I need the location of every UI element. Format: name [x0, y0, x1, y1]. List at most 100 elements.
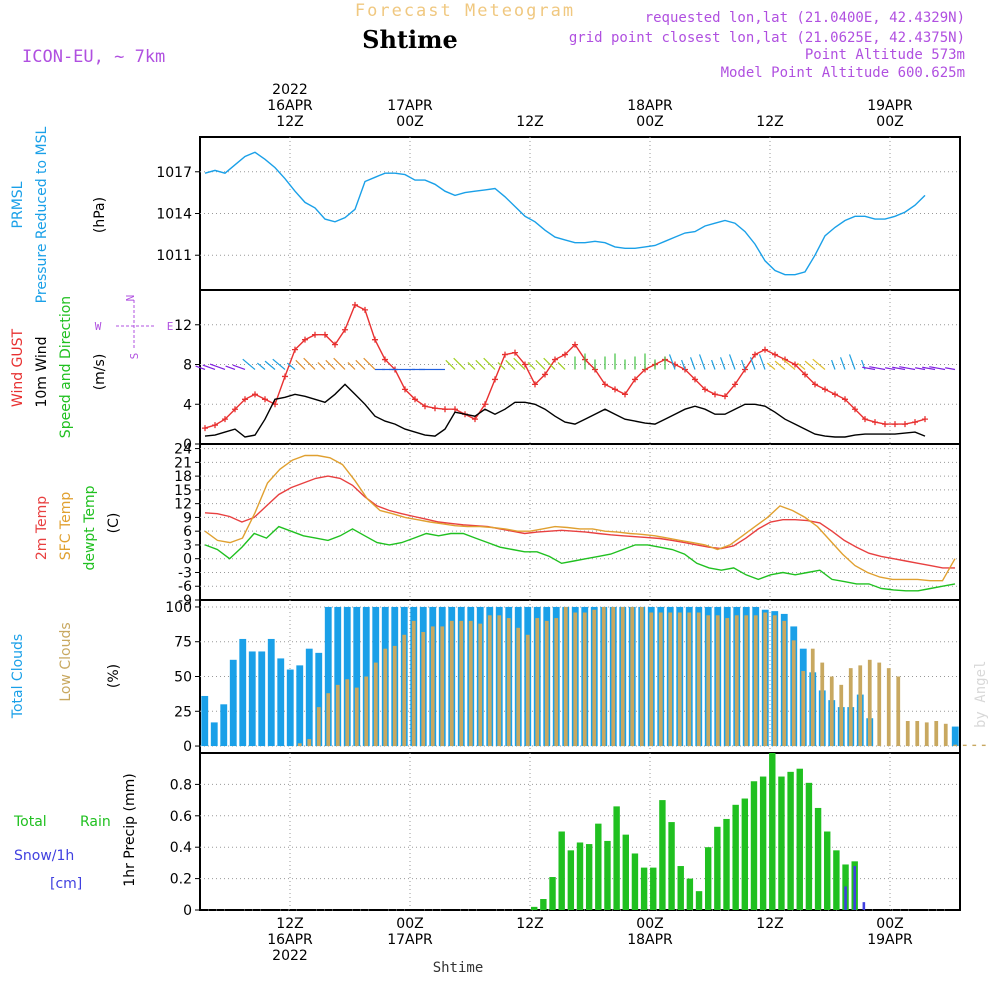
requested-coords: requested lon,lat (21.0400E, 42.4329N): [645, 10, 965, 26]
low-clouds-bar: [753, 615, 758, 747]
wind-direction-arrow: [543, 357, 556, 370]
y-tick-label: 25: [174, 704, 192, 720]
rain-bar: [686, 878, 694, 910]
wind-direction-arrow: [929, 366, 946, 371]
gust-marker: [532, 381, 538, 388]
gust-marker: [512, 349, 518, 356]
top-time-label: 12Z: [756, 114, 783, 130]
gust-marker: [862, 416, 868, 423]
gust-marker: [362, 306, 368, 313]
total-clouds-bar: [229, 659, 237, 747]
rain-bar: [723, 818, 730, 910]
wind-direction-arrow: [782, 358, 796, 370]
precip-total-label: Total: [13, 814, 47, 830]
wind-direction-arrow: [232, 364, 246, 371]
pressure-label-desc: Pressure Reduced to MSL: [34, 126, 50, 303]
y-tick-label: 12: [174, 497, 192, 513]
gust-marker: [382, 356, 388, 363]
rain-bar: [759, 776, 767, 910]
bottom-time-label: 12Z: [516, 916, 543, 932]
low-clouds-bar: [345, 679, 350, 747]
wind-direction-arrow: [749, 357, 756, 370]
gust-marker: [902, 421, 908, 428]
y-tick-label: 8: [183, 358, 192, 374]
gust-marker: [252, 391, 258, 398]
wind-direction-arrow: [535, 359, 546, 370]
gust-marker: [342, 326, 348, 333]
precip-panel: 0 0.2 0.4 0.6 0.8: [170, 752, 961, 919]
low-clouds-bar: [924, 722, 929, 747]
gust-marker: [572, 341, 578, 348]
temp-2m-label: 2m Temp: [34, 496, 50, 560]
bottom-time-label: 00Z: [636, 916, 663, 932]
rain-bar: [531, 906, 538, 910]
wind-direction-arrow: [363, 357, 376, 370]
wind-direction-arrow: [741, 359, 746, 370]
wind-direction-arrow: [325, 359, 336, 370]
clouds-panel: 0 25 50 75 100: [165, 599, 986, 755]
rain-bar: [787, 771, 794, 910]
wind-direction-arrow: [758, 354, 766, 370]
gust-marker: [522, 361, 528, 368]
page-title: Shtime: [362, 25, 458, 54]
bottom-time-label: 00Z: [396, 916, 423, 932]
gust-marker: [772, 351, 778, 358]
credit-label: by Angel: [973, 661, 989, 728]
wind-direction-arrow: [242, 358, 256, 370]
low-clouds-bar: [516, 627, 521, 747]
rain-bar: [558, 831, 565, 910]
temp-unit: (C): [106, 513, 122, 534]
precip-snow-label: Snow/1h: [14, 848, 74, 864]
low-clouds-bar: [506, 618, 511, 747]
wind-direction-arrow: [831, 359, 836, 370]
top-time-label: 12Z: [276, 114, 303, 130]
low-clouds-bar: [810, 648, 815, 747]
gust-marker: [412, 396, 418, 403]
low-clouds-bar: [962, 744, 967, 747]
low-clouds-bar: [668, 612, 673, 747]
wind-10m-label: 10m Wind: [34, 336, 50, 407]
total-clouds-bar: [353, 606, 361, 747]
rain-bar: [540, 899, 547, 910]
rain-bar: [677, 866, 684, 910]
low-clouds-bar: [297, 743, 302, 747]
low-clouds-bar: [620, 606, 625, 747]
y-tick-label: 0.6: [170, 809, 192, 825]
gust-marker: [452, 406, 458, 413]
wind-direction-arrow: [728, 354, 736, 370]
y-tick-label: -9: [178, 593, 192, 609]
top-time-label: 12Z: [516, 114, 543, 130]
low-clouds-bar: [886, 668, 891, 747]
wind-direction-arrow: [892, 366, 906, 371]
wind-direction-arrow: [445, 359, 456, 370]
rain-bar: [833, 850, 840, 910]
wind-direction-arrow: [711, 359, 716, 370]
bottom-time-label: 16APR: [267, 932, 313, 948]
rain-bar: [805, 782, 813, 910]
low-clouds-bar: [383, 648, 388, 747]
wind-panel: 0 4 8 12 N S W E: [95, 289, 961, 453]
gust-marker: [232, 406, 238, 413]
gust-marker: [242, 396, 248, 403]
temp-dewpt-label: dewpt Temp: [82, 485, 98, 570]
low-clouds-bar: [316, 707, 321, 747]
low-clouds-bar: [791, 640, 796, 747]
bottom-time-label: 00Z: [876, 916, 903, 932]
panel-frame-2: [199, 443, 961, 601]
low-clouds-bar: [364, 676, 369, 747]
top-time-label: 16APR: [267, 98, 313, 114]
rain-bar: [695, 891, 703, 910]
y-tick-label: 21: [174, 455, 192, 471]
gust-marker: [632, 376, 638, 383]
total-clouds-bar: [258, 651, 266, 747]
sfc-temp-line: [204, 454, 956, 582]
rain-bar: [576, 842, 584, 910]
rain-bar: [714, 826, 721, 910]
gust-marker: [872, 419, 878, 426]
total-clouds-bar: [239, 638, 247, 747]
y-tick-label: -3: [178, 565, 192, 581]
gust-marker: [492, 376, 498, 383]
gust-marker: [332, 341, 338, 348]
wind-direction-arrow: [202, 364, 216, 371]
y-tick-label: 1014: [156, 207, 192, 223]
